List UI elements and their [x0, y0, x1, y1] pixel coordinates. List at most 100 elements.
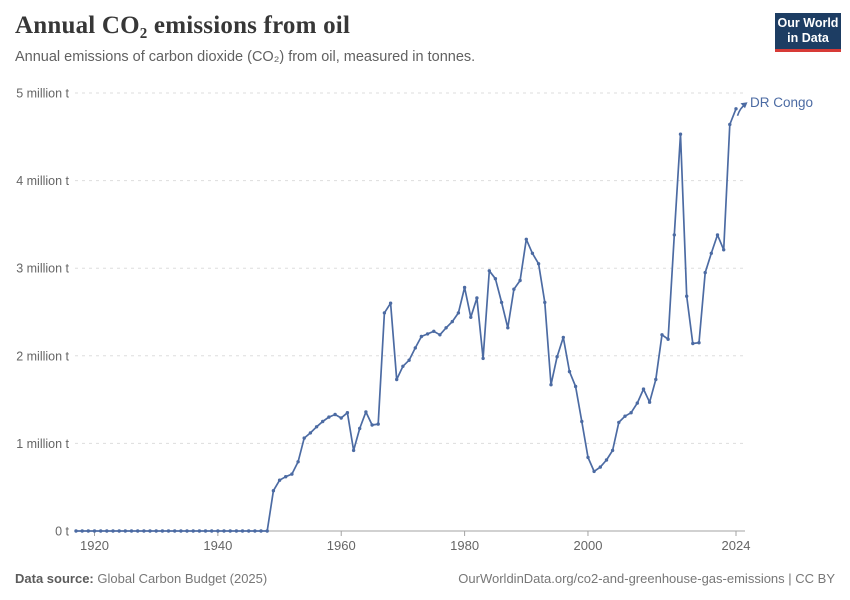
data-point[interactable]: [666, 337, 670, 341]
data-point[interactable]: [228, 529, 232, 533]
owid-logo[interactable]: Our World in Data: [775, 13, 841, 52]
data-point[interactable]: [549, 383, 553, 387]
data-point[interactable]: [216, 529, 220, 533]
data-point[interactable]: [487, 269, 491, 273]
data-point[interactable]: [715, 233, 720, 237]
data-point[interactable]: [438, 333, 442, 337]
entity-label[interactable]: DR Congo: [750, 95, 813, 110]
data-point[interactable]: [703, 270, 707, 275]
data-point[interactable]: [105, 529, 109, 533]
data-point[interactable]: [321, 419, 325, 424]
data-point[interactable]: [722, 248, 726, 252]
data-point[interactable]: [444, 326, 448, 330]
data-point[interactable]: [647, 400, 652, 404]
data-point[interactable]: [580, 419, 584, 424]
data-point[interactable]: [80, 529, 84, 533]
data-point[interactable]: [136, 529, 140, 533]
data-point[interactable]: [573, 384, 578, 389]
data-point[interactable]: [555, 355, 559, 359]
owid-url-link[interactable]: OurWorldinData.org/co2-and-greenhouse-ga…: [458, 571, 835, 586]
data-point[interactable]: [259, 529, 263, 533]
data-point[interactable]: [247, 529, 251, 533]
data-point[interactable]: [173, 529, 177, 533]
data-point[interactable]: [518, 278, 522, 283]
data-point[interactable]: [401, 364, 405, 368]
data-point[interactable]: [388, 301, 393, 305]
data-point[interactable]: [567, 369, 572, 374]
data-point[interactable]: [450, 319, 454, 324]
data-point[interactable]: [99, 529, 103, 533]
data-point[interactable]: [86, 529, 91, 533]
data-point[interactable]: [351, 448, 356, 453]
data-point[interactable]: [74, 529, 78, 533]
data-point[interactable]: [530, 251, 535, 255]
data-point[interactable]: [512, 287, 516, 291]
data-point[interactable]: [604, 458, 609, 462]
data-point[interactable]: [179, 529, 183, 533]
data-point[interactable]: [685, 294, 689, 298]
data-point[interactable]: [629, 411, 633, 415]
data-point[interactable]: [598, 465, 602, 469]
data-point[interactable]: [345, 411, 350, 415]
data-point[interactable]: [314, 425, 319, 429]
data-point[interactable]: [678, 132, 683, 136]
data-point[interactable]: [623, 414, 627, 418]
data-point[interactable]: [154, 529, 158, 533]
data-point[interactable]: [592, 469, 596, 474]
data-point[interactable]: [327, 415, 331, 419]
data-point[interactable]: [117, 529, 121, 533]
data-point[interactable]: [462, 285, 467, 290]
data-point[interactable]: [166, 529, 171, 533]
data-point[interactable]: [697, 341, 701, 345]
data-point[interactable]: [499, 300, 504, 305]
data-point[interactable]: [265, 529, 269, 533]
data-point[interactable]: [524, 237, 528, 241]
data-point[interactable]: [432, 329, 436, 333]
data-point[interactable]: [197, 529, 202, 533]
data-point[interactable]: [358, 426, 362, 431]
data-point[interactable]: [413, 346, 417, 350]
data-point[interactable]: [506, 326, 510, 330]
data-point[interactable]: [284, 475, 288, 479]
data-point[interactable]: [654, 377, 658, 382]
data-point[interactable]: [142, 529, 146, 533]
data-point[interactable]: [475, 296, 479, 300]
data-point[interactable]: [469, 315, 473, 319]
data-point[interactable]: [672, 233, 676, 237]
data-point[interactable]: [709, 251, 713, 255]
data-point[interactable]: [160, 529, 165, 533]
data-point[interactable]: [536, 262, 541, 266]
data-point[interactable]: [222, 529, 226, 533]
data-point[interactable]: [493, 277, 498, 281]
data-point[interactable]: [734, 107, 738, 111]
data-point[interactable]: [419, 334, 424, 339]
data-point[interactable]: [395, 377, 399, 382]
data-point[interactable]: [240, 529, 245, 533]
data-point[interactable]: [129, 529, 134, 533]
data-point[interactable]: [123, 529, 128, 533]
data-point[interactable]: [543, 300, 547, 305]
data-point[interactable]: [641, 387, 646, 391]
data-point[interactable]: [376, 422, 380, 426]
data-point[interactable]: [586, 455, 590, 460]
data-point[interactable]: [308, 431, 313, 435]
data-point[interactable]: [382, 311, 387, 315]
data-point[interactable]: [185, 529, 189, 533]
data-point[interactable]: [660, 333, 664, 337]
data-point[interactable]: [407, 358, 411, 362]
data-point[interactable]: [691, 341, 695, 346]
data-point[interactable]: [271, 489, 276, 493]
data-point[interactable]: [277, 478, 282, 482]
data-point[interactable]: [296, 460, 300, 464]
data-point[interactable]: [203, 529, 208, 533]
data-point[interactable]: [302, 436, 306, 440]
data-point[interactable]: [191, 529, 195, 533]
data-point[interactable]: [728, 122, 732, 127]
data-point[interactable]: [92, 529, 97, 533]
data-point[interactable]: [561, 335, 565, 340]
data-point[interactable]: [210, 529, 214, 533]
data-point[interactable]: [610, 448, 615, 453]
data-point[interactable]: [635, 401, 639, 405]
data-point[interactable]: [425, 332, 430, 336]
